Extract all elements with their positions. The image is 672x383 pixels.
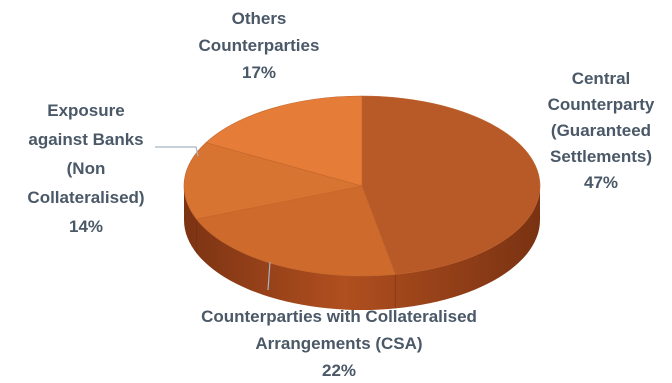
label-central-value: 47% xyxy=(584,173,618,192)
label-others-line: Others xyxy=(232,9,287,28)
pie-slice xyxy=(183,142,363,220)
leader-line-csa xyxy=(267,261,271,291)
label-csa-line: Counterparties with Collateralised xyxy=(201,307,477,326)
label-others-line: Counterparties xyxy=(199,36,320,55)
pie-side-wall xyxy=(184,186,540,310)
leader-line-exposure xyxy=(155,146,199,157)
label-exposure-line: Exposure xyxy=(47,101,124,120)
label-layer: Central Counterparty (Guaranteed Settlement… xyxy=(27,9,654,380)
label-csa-line: Arrangements (CSA) xyxy=(255,334,422,353)
pie-slice xyxy=(205,95,363,187)
label-central-line: Central xyxy=(572,69,631,88)
label-exposure-value: 14% xyxy=(69,217,103,236)
label-exposure-line: against Banks xyxy=(28,130,143,149)
label-central-line: Counterparty xyxy=(548,95,655,114)
pie-slice xyxy=(361,95,541,275)
label-others-value: 17% xyxy=(242,63,276,82)
pie-layer xyxy=(183,95,541,310)
label-central-line: (Guaranteed xyxy=(551,121,651,140)
label-central-line: Settlements) xyxy=(550,147,652,166)
label-csa-value: 22% xyxy=(322,361,356,380)
pie-slice xyxy=(195,185,396,277)
label-exposure-line: (Non xyxy=(67,159,106,178)
label-exposure-line: Collateralised) xyxy=(27,188,144,207)
